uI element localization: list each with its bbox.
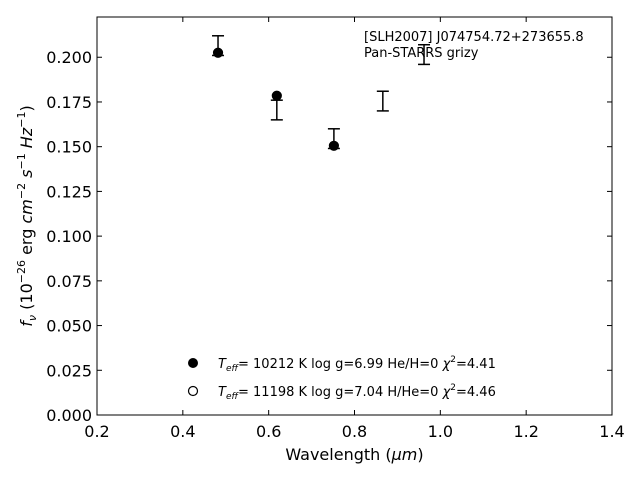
y-tick-label: 0.175	[46, 93, 92, 112]
model-point-filled	[271, 90, 282, 101]
x-tick-label: 1.2	[513, 422, 538, 441]
x-tick-label: 1.0	[428, 422, 453, 441]
model-point-filled	[212, 47, 224, 58]
axis-ticks: 0.2 0.4 0.6 0.8 1.0 1.2 1.4 0.000 0.025 0.050 0.07…	[46, 17, 625, 441]
y-tick-label: 0.050	[46, 317, 92, 336]
legend-marker-open	[187, 385, 199, 397]
y-tick-label: 0.000	[46, 406, 92, 425]
y-tick-label: 0.100	[46, 227, 92, 246]
model-point-filled	[328, 140, 339, 151]
legend: Teff= 10212 K log g=6.99 He/H=0 χ2=4.41 …	[187, 355, 496, 402]
y-tick-label: 0.200	[46, 48, 92, 67]
x-tick-label: 1.4	[599, 422, 624, 441]
annotation: [SLH2007] J074754.72+273655.8 Pan-STARRS…	[364, 30, 584, 61]
x-tick-label: 0.8	[342, 422, 367, 441]
error-bar	[270, 99, 283, 121]
legend-entry-2: Teff= 11198 K log g=7.04 H/He=0 χ2=4.46	[218, 383, 496, 402]
y-axis-label: fν (10−26 erg cm−2 s−1 Hz−1)	[15, 105, 39, 326]
x-tick-label: 0.4	[170, 422, 195, 441]
y-tick-label: 0.025	[46, 361, 92, 380]
plot-frame	[96, 16, 613, 416]
x-axis-label: Wavelength (μm)	[285, 445, 423, 464]
x-tick-label: 0.6	[256, 422, 281, 441]
y-tick-label: 0.125	[46, 182, 92, 201]
x-tick-label: 0.2	[84, 422, 109, 441]
annotation-object-name: [SLH2007] J074754.72+273655.8	[364, 30, 584, 45]
error-bar	[376, 90, 389, 112]
error-bar	[418, 43, 431, 66]
plot-area	[96, 16, 613, 416]
y-tick-label: 0.150	[46, 138, 92, 157]
annotation-survey-name: Pan-STARRS grizy	[364, 46, 479, 61]
legend-marker-filled	[188, 358, 198, 368]
y-tick-label: 0.075	[46, 272, 92, 291]
legend-entry-1: Teff= 10212 K log g=6.99 He/H=0 χ2=4.41	[218, 355, 496, 374]
data-marks	[212, 35, 431, 151]
